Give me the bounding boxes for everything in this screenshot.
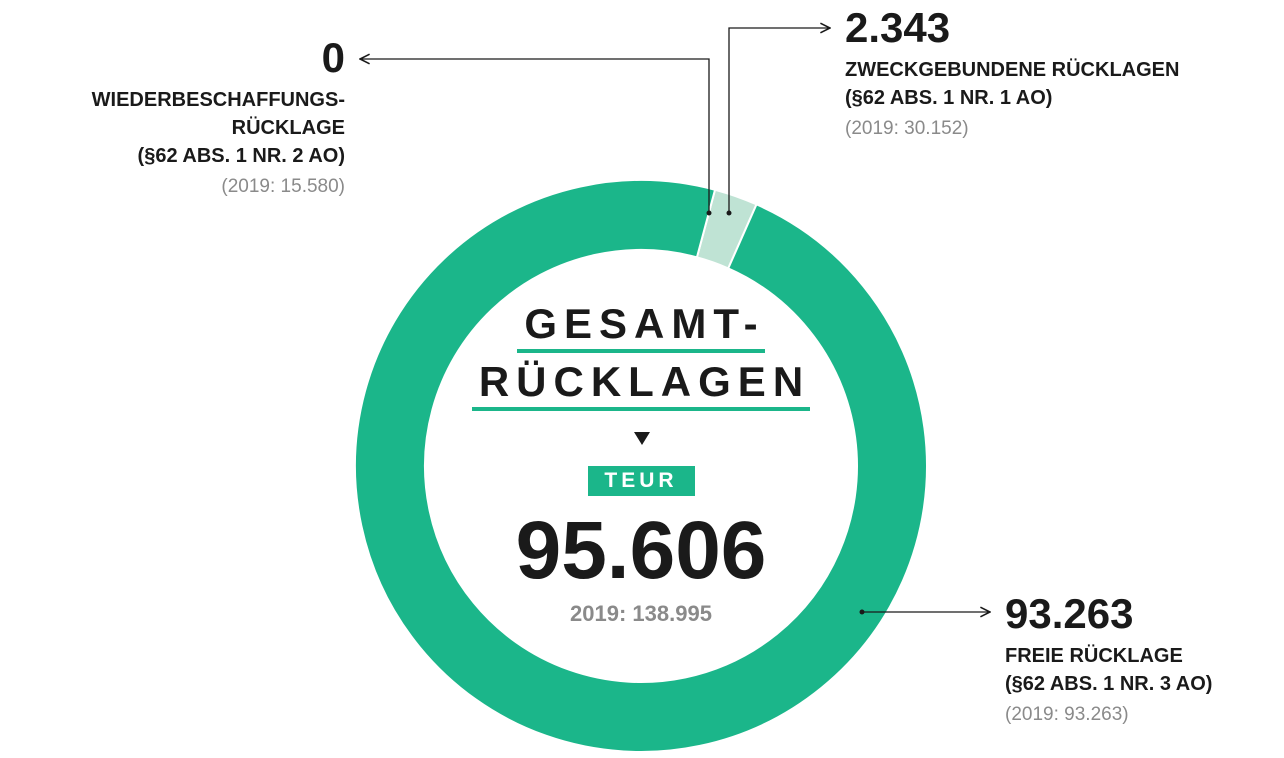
label-block: 93.263 FREIE RÜCKLAGE (§62 ABS. 1 NR. 3 AO…	[1005, 592, 1212, 728]
category-note: (§62 ABS. 1 NR. 1 AO)	[845, 87, 1053, 109]
unit-badge	[588, 466, 695, 496]
pointer-triangle	[634, 432, 650, 445]
leader-line	[360, 59, 710, 213]
donut-segment	[354, 179, 928, 753]
value-label: 93.263	[1005, 590, 1134, 637]
category-label: FREIE RÜCKLAGE	[1005, 645, 1183, 667]
value-label: 2.343	[845, 4, 951, 51]
leader-dot	[726, 210, 732, 216]
previous-label: (2019: 30.152)	[845, 118, 969, 139]
label-block: 2.343 ZWECKGEBUNDENE RÜCKLAGEN (§62 ABS. 1…	[845, 6, 1179, 142]
leader-line	[728, 28, 830, 213]
title-line: GESAMT-	[391, 300, 891, 353]
title-line: RÜCKLAGEN	[391, 358, 891, 411]
category-note: (§62 ABS. 1 NR. 3 AO)	[1005, 673, 1213, 695]
category-note: (§62 ABS. 1 NR. 2 AO)	[137, 145, 345, 167]
title: GESAMT-	[517, 300, 765, 353]
total-previous: 2019: 138.995	[570, 601, 712, 626]
previous-label: (2019: 15.580)	[221, 176, 345, 197]
previous-label: (2019: 93.263)	[1005, 704, 1129, 725]
leader-dot	[859, 609, 865, 615]
category-label: ZWECKGEBUNDENE RÜCKLAGEN	[845, 59, 1180, 81]
leader-dot	[706, 210, 712, 216]
label-block: 0 WIEDERBESCHAFFUNGS- RÜCKLAGE (§62 ABS. 1…	[92, 36, 345, 200]
unit-label: TEUR	[604, 469, 678, 492]
total-value: 95.606	[515, 505, 767, 596]
value-label: 0	[321, 34, 345, 81]
category-label: WIEDERBESCHAFFUNGS- RÜCKLAGE	[91, 89, 345, 139]
title: RÜCKLAGEN	[471, 358, 811, 411]
